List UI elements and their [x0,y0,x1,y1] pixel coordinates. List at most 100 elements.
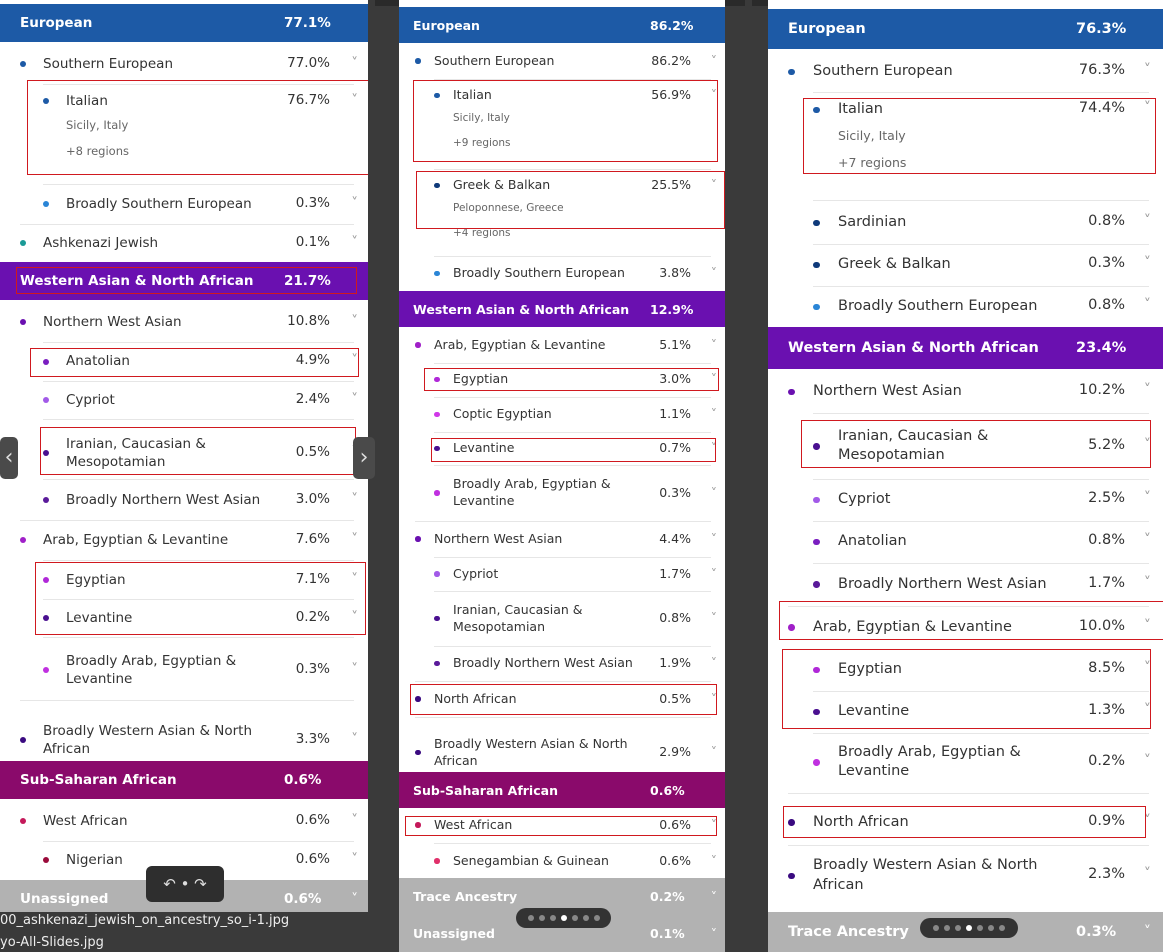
ancestry-row-egyptian[interactable]: Egyptian 8.5% ˅ [768,649,1163,691]
ancestry-row-ashkenazi-jewish[interactable]: Ashkenazi Jewish 0.1% ˅ [0,224,368,262]
highlight-box [40,427,356,475]
ancestry-row-arab-egyptian-levantine[interactable]: Arab, Egyptian & Levantine 10.0% ˅ [768,606,1163,649]
region-header-european[interactable]: European 77.1% [0,4,368,42]
row-divider [43,560,354,561]
region-header-western-asian-north-african[interactable]: Western Asian & North African 23.4% [768,327,1163,369]
prev-slide-button[interactable]: ‹ [0,437,18,479]
ancestry-row-senegambian-guinean[interactable]: Senegambian & Guinean 0.6% ˅ [399,843,725,879]
ancestry-row-levantine[interactable]: Levantine 1.3% ˅ [768,691,1163,733]
ancestry-row-italian[interactable]: Italian Sicily, Italy +7 regions 74.4% ˅ [768,92,1163,200]
ancestry-row-broadly-western-asian-north[interactable]: Broadly Western Asian & North African 2.3%… [768,843,1163,909]
ancestry-row-cypriot[interactable]: Cypriot 1.7% ˅ [399,557,725,591]
chevron-down-icon: ˅ [710,530,717,546]
ancestry-row-broadly-northern-west-asian[interactable]: Broadly Northern West Asian 3.0% ˅ [0,480,368,520]
more-regions-link[interactable]: +9 regions [453,136,511,149]
ancestry-row-west-african[interactable]: West African 0.6% ˅ [399,807,725,843]
ancestry-name-line1: Broadly Arab, Egyptian & [66,652,237,669]
ancestry-row-egyptian[interactable]: Egyptian 3.0% ˅ [399,362,725,397]
ancestry-row-northern-west-asian[interactable]: Northern West Asian 10.8% ˅ [0,302,368,342]
ancestry-row-coptic-egyptian[interactable]: Coptic Egyptian 1.1% ˅ [399,397,725,432]
ancestry-row-nigerian[interactable]: Nigerian 0.6% ˅ [0,841,368,879]
next-slide-button[interactable]: › [353,437,375,479]
slide-dot[interactable] [955,925,961,931]
ancestry-row-broadly-northern-west-asian[interactable]: Broadly Northern West Asian 1.7% ˅ [768,563,1163,606]
ancestry-row-broadly-arab-egyptian[interactable]: Broadly Arab, Egyptian & Levantine 0.3% ˅ [399,465,725,521]
ancestry-row-italian[interactable]: Italian Sicily, Italy +8 regions 76.7% ˅ [0,84,368,184]
highlight-box [35,562,366,635]
slide-dot[interactable] [999,925,1005,931]
ancestry-row-broadly-southern-european[interactable]: Broadly Southern European 0.8% ˅ [768,286,1163,328]
chevron-down-icon: ˅ [1143,924,1151,940]
ancestry-row-broadly-southern-european[interactable]: Broadly Southern European 0.3% ˅ [0,184,368,224]
region-header-sub-saharan-african[interactable]: Sub-Saharan African 0.6% [0,761,368,799]
ancestry-row-iranian-caucasian[interactable]: Iranian, Caucasian & Mesopotamian 0.8% ˅ [399,591,725,646]
slide-dot[interactable] [944,925,950,931]
more-regions-link[interactable]: +8 regions [66,144,129,159]
ancestry-row-arab-egyptian-levantine[interactable]: Arab, Egyptian & Levantine 7.6% ˅ [0,520,368,560]
ancestry-row-broadly-western-asian-north[interactable]: Broadly Western Asian & North African 2.9%… [399,725,725,780]
ancestry-name: Italian [66,92,108,110]
ancestry-row-levantine[interactable]: Levantine 0.2% ˅ [0,599,368,637]
region-percentage: 12.9% [650,301,694,317]
more-regions-link[interactable]: +7 regions [838,155,907,171]
ancestry-row-broadly-northern-west-asian[interactable]: Broadly Northern West Asian 1.9% ˅ [399,646,725,681]
ancestry-row-southern-european[interactable]: Southern European 86.2% ˅ [399,43,725,79]
slide-dot[interactable] [593,915,600,921]
slide-dot[interactable] [582,915,589,921]
ancestry-percentage: 0.9% [1088,812,1125,829]
ancestry-name: Greek & Balkan [453,177,550,194]
slide-dot-active[interactable] [560,915,567,921]
region-header-european[interactable]: European 86.2% [399,7,725,43]
slide-indicator-2[interactable] [516,908,611,928]
ancestry-row-southern-european[interactable]: Southern European 77.0% ˅ [0,44,368,84]
slide-dot[interactable] [538,915,545,921]
ancestry-row-southern-european[interactable]: Southern European 76.3% ˅ [768,52,1163,92]
ancestry-percentage: 0.2% [1088,752,1125,769]
slide-dot[interactable] [977,925,983,931]
slide-indicator-3[interactable] [920,918,1018,938]
slide-dot-active[interactable] [966,925,972,931]
slide-dot[interactable] [549,915,556,921]
ancestry-row-greek-balkan[interactable]: Greek & Balkan 0.3% ˅ [768,244,1163,286]
ancestry-row-broadly-arab-egyptian[interactable]: Broadly Arab, Egyptian & Levantine 0.2% ˅ [768,732,1163,793]
ancestry-percentage: 1.3% [1088,702,1125,719]
ancestry-row-northern-west-asian[interactable]: Northern West Asian 10.2% ˅ [768,371,1163,413]
ancestry-panel-3[interactable]: European 76.3% Southern European 76.3% ˅ Ital… [768,0,1163,952]
ancestry-row-levantine[interactable]: Levantine 0.7% ˅ [399,432,725,465]
ancestry-row-anatolian[interactable]: Anatolian 0.8% ˅ [768,521,1163,563]
ancestry-row-west-african[interactable]: West African 0.6% ˅ [0,801,368,841]
ancestry-row-anatolian[interactable]: Anatolian 4.9% ˅ [0,342,368,381]
slide-dot[interactable] [933,925,939,931]
ancestry-row-greek-balkan[interactable]: Greek & Balkan Peloponnese, Greece +4 regi… [399,169,725,256]
row-divider [20,224,354,225]
ancestry-panel-1[interactable]: European 77.1% Southern European 77.0% ˅ Ital… [0,0,368,912]
ancestry-row-egyptian[interactable]: Egyptian 7.1% ˅ [0,561,368,599]
slide-dot[interactable] [571,915,578,921]
ancestry-row-northern-west-asian[interactable]: Northern West Asian 4.4% ˅ [399,521,725,557]
region-header-sub-saharan-african[interactable]: Sub-Saharan African 0.6% [399,772,725,808]
ancestry-row-cypriot[interactable]: Cypriot 2.5% ˅ [768,479,1163,521]
ancestry-row-broadly-southern-european[interactable]: Broadly Southern European 3.8% ˅ [399,256,725,291]
ancestry-row-sardinian[interactable]: Sardinian 0.8% ˅ [768,202,1163,244]
region-name: Western Asian & North African [788,340,1039,356]
ancestry-row-arab-egyptian-levantine[interactable]: Arab, Egyptian & Levantine 5.1% ˅ [399,327,725,363]
chevron-down-icon: ˅ [710,888,717,904]
ancestry-row-italian[interactable]: Italian Sicily, Italy +9 regions 56.9% ˅ [399,79,725,169]
region-header-western-asian-north-african[interactable]: Western Asian & North African 12.9% [399,291,725,327]
ancestry-row-cypriot[interactable]: Cypriot 2.4% ˅ [0,381,368,419]
ancestry-row-north-african[interactable]: North African 0.5% ˅ [399,681,725,717]
slide-dot[interactable] [988,925,994,931]
undo-redo-controls[interactable]: ↶ • ↷ [146,866,224,902]
ancestry-row-iranian-caucasian[interactable]: Iranian, Caucasian & Mesopotamian 5.2% ˅ [768,414,1163,479]
ancestry-panel-2[interactable]: European 86.2% Southern European 86.2% ˅ Ital… [399,0,725,952]
slide-dot[interactable] [527,915,534,921]
more-regions-link[interactable]: +4 regions [453,226,511,239]
row-divider [434,169,711,170]
ancestry-name: West African [434,817,512,834]
ancestry-row-broadly-western-asian-north[interactable]: Broadly Western Asian & North African 3.3%… [0,711,368,769]
ancestry-name: Greek & Balkan [838,255,951,275]
region-header-european[interactable]: European 76.3% [768,9,1163,49]
ancestry-row-north-african[interactable]: North African 0.9% ˅ [768,800,1163,845]
ancestry-row-broadly-arab-egyptian[interactable]: Broadly Arab, Egyptian & Levantine 0.3% ˅ [0,640,368,700]
